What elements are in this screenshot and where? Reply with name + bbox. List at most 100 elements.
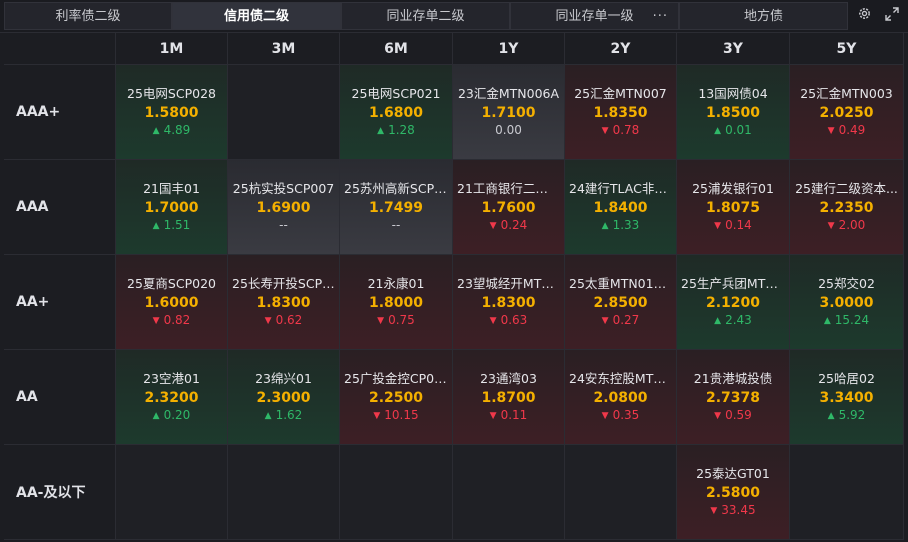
- yield-change: ▼ 0.11: [453, 408, 564, 422]
- column-header: 1Y: [453, 33, 565, 65]
- bond-cell[interactable]: 25泰达GT01 2.5800 ▼ 33.45: [677, 445, 790, 540]
- bond-cell[interactable]: 25电网SCP028 1.5800 ▲ 4.89: [116, 65, 228, 160]
- gear-icon[interactable]: [850, 2, 878, 30]
- bond-cell[interactable]: 25浦发银行01 1.8075 ▼ 0.14: [677, 160, 790, 255]
- bond-cell[interactable]: 25电网SCP021 1.6800 ▲ 1.28: [340, 65, 453, 160]
- empty-cell: [340, 445, 453, 540]
- bond-yield: 2.8500: [593, 295, 648, 311]
- bond-cell[interactable]: 23绵兴01 2.3000 ▲ 1.62: [228, 350, 340, 445]
- bond-name: 25电网SCP021: [351, 86, 441, 101]
- bond-cell[interactable]: 24安东控股MTN... 2.0800 ▼ 0.35: [565, 350, 677, 445]
- row-label: AA: [16, 389, 38, 405]
- yield-change: ▲ 4.89: [116, 123, 227, 137]
- tab-ncd-primary[interactable]: 同业存单一级 ···: [510, 2, 679, 30]
- change-value: 0.00: [495, 123, 522, 137]
- bond-yield: 1.8400: [593, 200, 648, 216]
- bond-cell[interactable]: 13国网债04 1.8500 ▲ 0.01: [677, 65, 790, 160]
- tab-local-gov-bond[interactable]: 地方债: [679, 2, 848, 30]
- column-header: 1M: [116, 33, 228, 65]
- down-arrow-icon: ▼: [152, 316, 160, 326]
- bond-name: 23望城经开MTN...: [457, 276, 563, 291]
- yield-change: ▲ 0.01: [677, 123, 789, 137]
- bond-cell[interactable]: 21永康01 1.8000 ▼ 0.75: [340, 255, 453, 350]
- yield-change: ▼ 10.15: [340, 408, 452, 422]
- bond-cell[interactable]: 25夏商SCP020 1.6000 ▼ 0.82: [116, 255, 228, 350]
- bond-cell[interactable]: 23望城经开MTN... 1.8300 ▼ 0.63: [453, 255, 565, 350]
- bond-cell[interactable]: 23空港01 2.3200 ▲ 0.20: [116, 350, 228, 445]
- change-value: 0.78: [612, 123, 640, 137]
- row-label: AA+: [16, 294, 50, 310]
- change-value: 0.49: [838, 123, 866, 137]
- bond-name: 25汇金MTN003: [800, 86, 893, 101]
- up-arrow-icon: ▲: [827, 411, 835, 421]
- bond-cell[interactable]: 23通湾03 1.8700 ▼ 0.11: [453, 350, 565, 445]
- bond-name: 13国网债04: [698, 86, 768, 101]
- yield-change: ▼ 2.00: [790, 218, 903, 232]
- change-value: 2.00: [838, 218, 866, 232]
- change-value: 0.62: [275, 313, 303, 327]
- bond-cell[interactable]: 25广投金控CP001 2.2500 ▼ 10.15: [340, 350, 453, 445]
- bond-name: 25生产兵团MTN...: [681, 276, 787, 291]
- column-header: 3Y: [677, 33, 790, 65]
- down-arrow-icon: ▼: [714, 221, 722, 231]
- bond-name: 21工商银行二级02: [457, 181, 564, 196]
- bond-cell[interactable]: 24建行TLAC非资... 1.8400 ▲ 1.33: [565, 160, 677, 255]
- change-value: 0.63: [500, 313, 528, 327]
- bond-name: 24建行TLAC非资...: [569, 181, 676, 196]
- tab-rate-bond-secondary[interactable]: 利率债二级: [4, 2, 172, 30]
- up-arrow-icon: ▲: [264, 411, 272, 421]
- bond-name: 25广投金控CP001: [344, 371, 451, 386]
- bond-yield: 1.8300: [256, 295, 311, 311]
- yield-change: ▲ 1.33: [565, 218, 676, 232]
- bond-cell[interactable]: 25建行二级资本... 2.2350 ▼ 2.00: [790, 160, 904, 255]
- up-arrow-icon: ▲: [377, 126, 385, 136]
- bond-cell[interactable]: 21贵港城投债 2.7378 ▼ 0.59: [677, 350, 790, 445]
- column-header: 6M: [340, 33, 453, 65]
- bond-cell[interactable]: 25郑交02 3.0000 ▲ 15.24: [790, 255, 904, 350]
- up-arrow-icon: ▲: [152, 126, 160, 136]
- change-value: 0.14: [725, 218, 752, 232]
- change-value: 1.28: [388, 123, 415, 137]
- bond-name: 23通湾03: [480, 371, 537, 386]
- bond-name: 25哈居02: [818, 371, 875, 386]
- bond-cell[interactable]: 25生产兵团MTN... 2.1200 ▲ 2.43: [677, 255, 790, 350]
- expand-icon[interactable]: [878, 2, 906, 30]
- bond-cell[interactable]: 25汇金MTN003 2.0250 ▼ 0.49: [790, 65, 904, 160]
- tab-ncd-secondary[interactable]: 同业存单二级: [341, 2, 510, 30]
- yield-change: ▲ 2.43: [677, 313, 789, 327]
- row-header: AAA+: [4, 65, 116, 160]
- up-arrow-icon: ▲: [152, 411, 160, 421]
- down-arrow-icon: ▼: [489, 411, 497, 421]
- bond-cell[interactable]: 25汇金MTN007 1.8350 ▼ 0.78: [565, 65, 677, 160]
- bond-name: 24安东控股MTN...: [569, 371, 675, 386]
- empty-cell: [116, 445, 228, 540]
- bond-cell[interactable]: 21工商银行二级02 1.7600 ▼ 0.24: [453, 160, 565, 255]
- grid-corner: [4, 33, 116, 65]
- bond-cell[interactable]: 25杭实投SCP007 1.6900 --: [228, 160, 340, 255]
- yield-change: ▲ 0.20: [116, 408, 227, 422]
- more-icon[interactable]: ···: [652, 9, 668, 24]
- row-label: AAA: [16, 199, 49, 215]
- down-arrow-icon: ▼: [827, 126, 835, 136]
- bond-cell[interactable]: 23汇金MTN006A 1.7100 0.00: [453, 65, 565, 160]
- bond-cell[interactable]: 21国丰01 1.7000 ▲ 1.51: [116, 160, 228, 255]
- change-value: 2.43: [725, 313, 752, 327]
- bond-yield: 1.6900: [256, 200, 311, 216]
- up-arrow-icon: ▲: [152, 221, 160, 231]
- bond-name: 25郑交02: [818, 276, 875, 291]
- change-value: 1.51: [163, 218, 191, 232]
- bond-cell[interactable]: 25哈居02 3.3400 ▲ 5.92: [790, 350, 904, 445]
- change-value: 15.24: [834, 313, 870, 327]
- column-header: 3M: [228, 33, 340, 65]
- bond-yield: 2.5800: [705, 485, 761, 501]
- yield-change: ▼ 0.78: [565, 123, 676, 137]
- bond-cell[interactable]: 25长寿开投SCP0... 1.8300 ▼ 0.62: [228, 255, 340, 350]
- change-value: 5.92: [838, 408, 866, 422]
- bond-cell[interactable]: 25太重MTN010(... 2.8500 ▼ 0.27: [565, 255, 677, 350]
- bond-cell[interactable]: 25苏州高新SCP0... 1.7499 --: [340, 160, 453, 255]
- yield-change: 0.00: [453, 123, 564, 137]
- bond-name: 25建行二级资本...: [795, 181, 898, 196]
- bond-yield: 1.8075: [705, 200, 761, 216]
- bond-yield: 2.2350: [819, 200, 874, 216]
- tab-credit-bond-secondary[interactable]: 信用债二级: [172, 2, 341, 30]
